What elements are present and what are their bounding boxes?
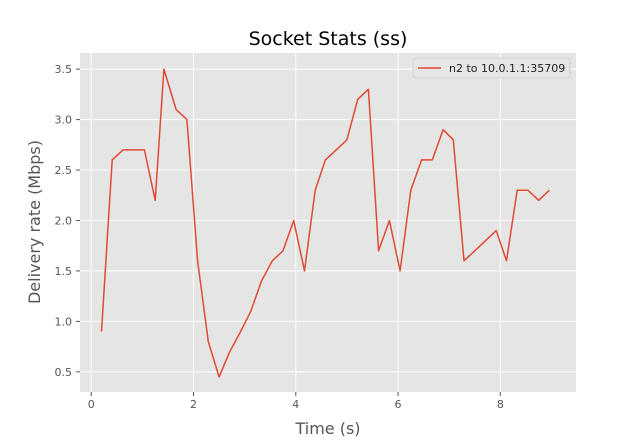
y-tick-label: 1.5 <box>55 265 73 278</box>
x-tick-label: 8 <box>497 398 504 411</box>
y-tick-label: 2.0 <box>55 214 73 227</box>
tick-labels: 0 2 4 6 8 0.5 1.0 1.5 2.0 2.5 3.0 3.5 <box>55 63 504 411</box>
legend: n2 to 10.0.1.1:35709 <box>412 57 571 79</box>
grid-lines <box>80 53 576 392</box>
tick-marks <box>76 68 501 396</box>
x-tick-label: 0 <box>88 398 95 411</box>
x-tick-label: 4 <box>292 398 299 411</box>
y-tick-label: 0.5 <box>55 366 73 379</box>
legend-entry-label: n2 to 10.0.1.1:35709 <box>449 62 565 75</box>
y-tick-label: 3.5 <box>55 63 73 76</box>
chart-title: Socket Stats (ss) <box>249 28 408 50</box>
plot-background <box>80 53 576 392</box>
y-tick-label: 2.5 <box>55 164 73 177</box>
series-line <box>100 68 550 378</box>
y-axis-label: Delivery rate (Mbps) <box>25 140 44 304</box>
x-tick-label: 6 <box>395 398 402 411</box>
x-axis-label: Time (s) <box>294 419 360 438</box>
legend-box <box>412 57 571 79</box>
series-layer <box>100 68 550 378</box>
y-tick-label: 3.0 <box>55 114 73 127</box>
y-tick-label: 1.0 <box>55 315 73 328</box>
x-tick-label: 2 <box>190 398 197 411</box>
